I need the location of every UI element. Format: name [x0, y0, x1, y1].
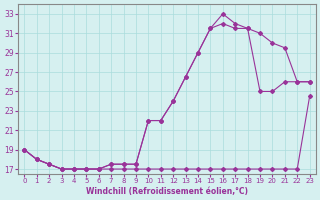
X-axis label: Windchill (Refroidissement éolien,°C): Windchill (Refroidissement éolien,°C)	[86, 187, 248, 196]
